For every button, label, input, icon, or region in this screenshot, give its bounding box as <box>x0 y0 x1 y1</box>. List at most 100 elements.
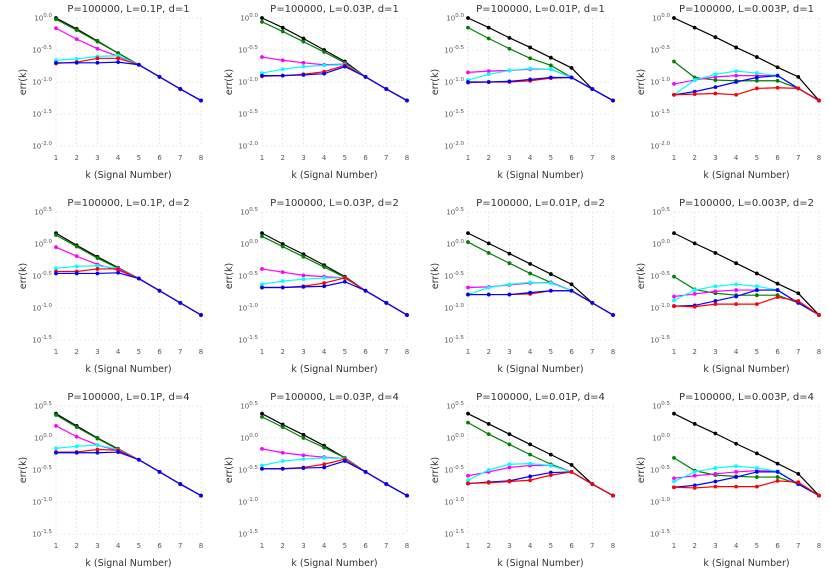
data-point <box>466 411 470 416</box>
data-point <box>466 80 470 84</box>
y-tick-label: 10-1.0 <box>32 77 52 87</box>
data-point <box>548 473 553 478</box>
data-point <box>301 457 306 462</box>
data-point <box>260 19 264 24</box>
y-tick-label-base: 10 <box>652 403 661 411</box>
data-point <box>692 288 697 292</box>
x-tick-label: 3 <box>713 348 717 356</box>
data-point <box>466 285 470 290</box>
x-tick-label: 6 <box>569 348 574 356</box>
y-tick-label-exponent: 0.5 <box>455 207 464 213</box>
data-point <box>692 473 697 478</box>
x-tick-label: 4 <box>322 348 327 356</box>
data-point <box>528 280 533 285</box>
data-point <box>528 66 533 71</box>
x-tick-label: 6 <box>569 542 574 550</box>
y-tick-label-exponent: -1.0 <box>41 77 52 83</box>
subplot-title: P=100000, L=0.03P, d=1 <box>270 4 399 15</box>
y-axis-label: err(k) <box>430 69 441 95</box>
data-point <box>486 25 491 30</box>
data-point <box>157 470 162 474</box>
y-tick-label-exponent: -0.5 <box>659 465 670 471</box>
data-point <box>672 294 676 299</box>
data-point <box>672 231 676 236</box>
data-point <box>713 302 718 307</box>
y-tick-label-exponent: 0.0 <box>455 239 464 245</box>
data-point <box>548 67 553 72</box>
data-point <box>116 267 121 271</box>
data-point <box>775 65 780 70</box>
y-axis-label: err(k) <box>636 69 647 95</box>
data-point <box>775 295 780 300</box>
subplot-7: P=100000, L=0.01P, d=2100.5100.010-0.510… <box>430 198 615 375</box>
data-point <box>95 56 100 61</box>
data-point <box>672 485 676 490</box>
y-tick-label-base: 10 <box>652 209 661 217</box>
y-axis-label: err(k) <box>18 69 29 95</box>
data-point <box>507 462 512 467</box>
y-tick-label-base: 10 <box>240 403 249 411</box>
data-point <box>692 78 697 82</box>
x-tick-label: 4 <box>734 154 739 162</box>
data-point <box>548 75 553 80</box>
data-point <box>775 475 780 479</box>
data-point <box>713 479 718 484</box>
data-point <box>754 78 759 83</box>
subplot-title: P=100000, L=0.1P, d=4 <box>67 392 189 403</box>
x-axis-label: k (Signal Number) <box>497 364 583 375</box>
y-tick-label: 100.0 <box>446 13 464 23</box>
data-point <box>280 270 285 275</box>
x-tick-label: 4 <box>528 348 533 356</box>
data-point <box>466 420 470 425</box>
data-point <box>754 271 759 276</box>
data-point <box>116 450 121 454</box>
x-axis-label: k (Signal Number) <box>85 170 171 181</box>
x-tick-label: 3 <box>507 154 511 162</box>
data-point <box>486 285 491 290</box>
x-tick-label: 2 <box>280 154 284 162</box>
data-point <box>734 80 739 84</box>
data-point <box>342 276 347 280</box>
data-point <box>569 75 574 80</box>
data-point <box>301 254 306 259</box>
data-point <box>301 36 306 41</box>
y-tick-label: 100.5 <box>240 207 258 217</box>
data-point <box>322 265 327 269</box>
data-point <box>713 78 718 82</box>
data-point <box>136 276 141 281</box>
y-tick-label: 100.0 <box>240 13 258 23</box>
x-tick-label: 6 <box>775 154 780 162</box>
y-tick-label: 10-0.5 <box>238 465 258 475</box>
y-tick-label: 10-0.5 <box>32 45 52 55</box>
y-tick-label-base: 10 <box>444 273 453 281</box>
data-point <box>466 292 470 297</box>
y-tick-label: 10-0.5 <box>444 45 464 55</box>
y-tick-label: 10-1.0 <box>238 497 258 507</box>
y-axis-label: err(k) <box>636 263 647 289</box>
series-line <box>56 61 202 102</box>
x-tick-label: 5 <box>755 542 759 550</box>
y-tick-label-base: 10 <box>240 209 249 217</box>
y-tick-label-exponent: -1.5 <box>453 109 464 115</box>
y-tick-label-base: 10 <box>650 79 659 87</box>
x-tick-label: 4 <box>734 348 739 356</box>
data-point <box>486 69 491 74</box>
x-tick-label: 2 <box>692 154 696 162</box>
subplot-5: P=100000, L=0.1P, d=2100.5100.010-0.510-… <box>18 198 203 375</box>
y-tick-label-exponent: -2.0 <box>453 141 464 147</box>
x-tick-label: 1 <box>672 348 676 356</box>
data-point <box>95 436 100 441</box>
data-point <box>528 56 533 61</box>
data-point <box>528 271 533 276</box>
y-tick-label-base: 10 <box>650 47 659 55</box>
y-tick-label-exponent: -1.5 <box>247 529 258 535</box>
data-point <box>54 60 58 65</box>
x-tick-label: 3 <box>95 542 99 550</box>
x-tick-label: 8 <box>611 154 615 162</box>
data-point <box>322 50 327 54</box>
subplot-title: P=100000, L=0.1P, d=1 <box>67 4 189 15</box>
data-point <box>342 279 347 284</box>
data-point <box>199 313 203 317</box>
y-tick-label-exponent: 0.0 <box>661 433 670 439</box>
data-point <box>507 292 512 297</box>
